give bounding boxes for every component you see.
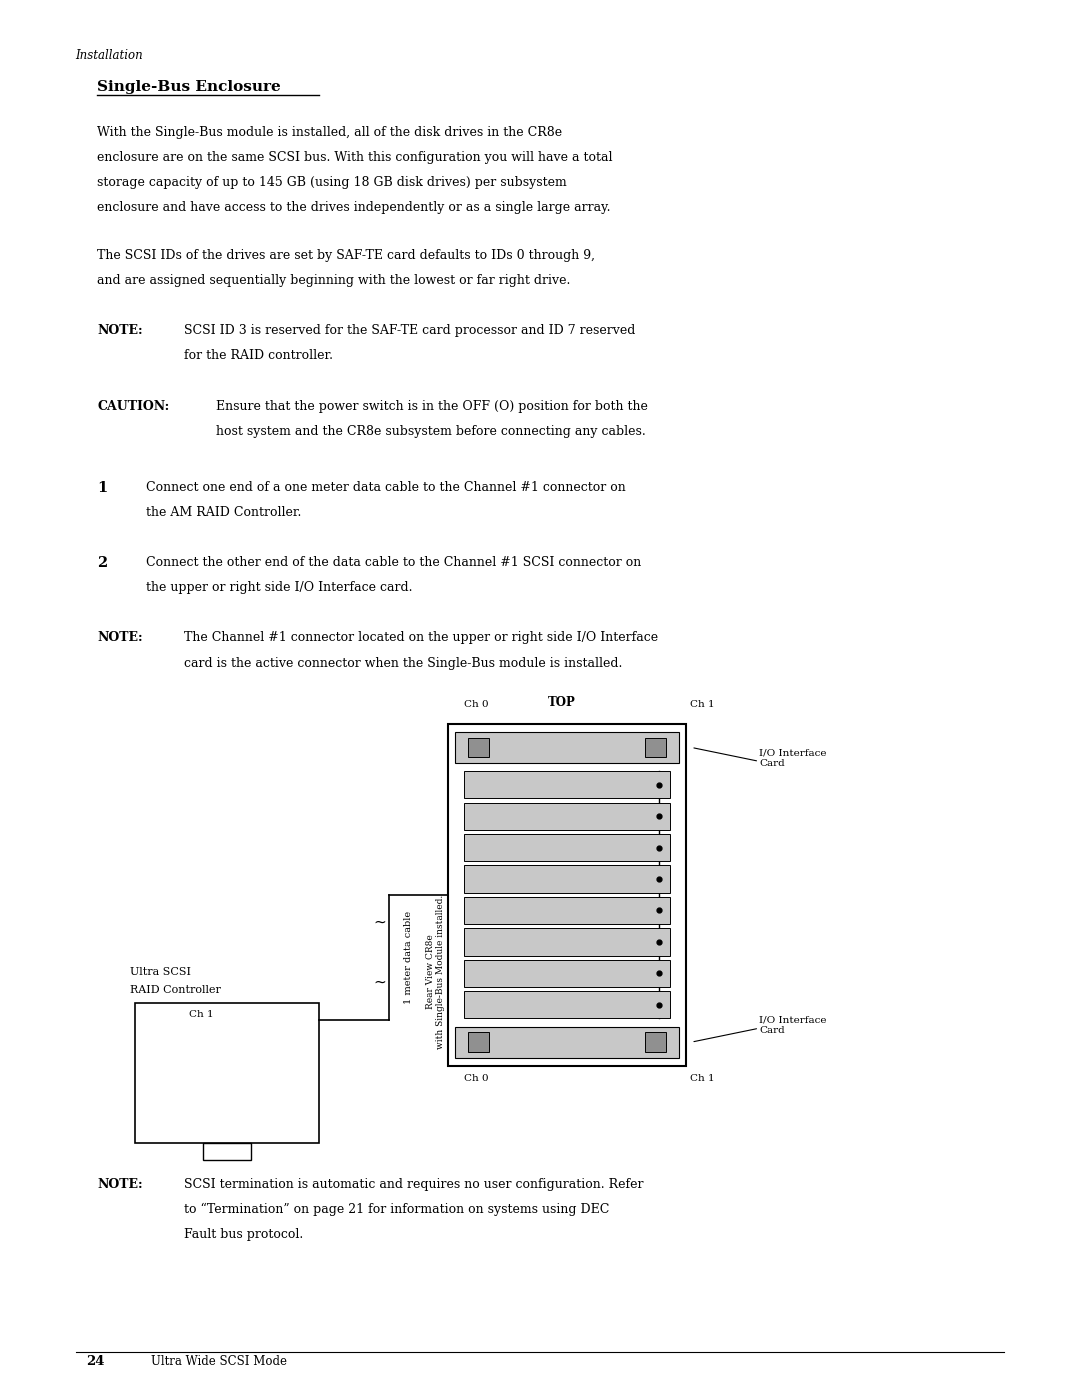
Text: Installation: Installation [76,49,144,61]
Text: Ensure that the power switch is in the OFF (O) position for both the: Ensure that the power switch is in the O… [216,400,648,412]
Polygon shape [464,960,670,988]
Text: Connect the other end of the data cable to the Channel #1 SCSI connector on: Connect the other end of the data cable … [146,556,642,569]
Text: Ultra SCSI: Ultra SCSI [130,967,190,977]
Text: for the RAID controller.: for the RAID controller. [184,349,333,362]
Text: Ch 0: Ch 0 [464,1074,489,1083]
Text: storage capacity of up to 145 GB (using 18 GB disk drives) per subsystem: storage capacity of up to 145 GB (using … [97,176,567,189]
Text: SCSI ID 3 is reserved for the SAF-TE card processor and ID 7 reserved: SCSI ID 3 is reserved for the SAF-TE car… [184,324,635,337]
Text: Ch 1: Ch 1 [189,1010,214,1018]
Text: host system and the CR8e subsystem before connecting any cables.: host system and the CR8e subsystem befor… [216,425,646,437]
Text: 1 meter data cable: 1 meter data cable [404,911,413,1004]
Text: the upper or right side I/O Interface card.: the upper or right side I/O Interface ca… [146,581,413,594]
Text: ~: ~ [374,975,387,990]
Text: enclosure are on the same SCSI bus. With this configuration you will have a tota: enclosure are on the same SCSI bus. With… [97,151,612,163]
Text: ~: ~ [374,915,387,930]
Text: the AM RAID Controller.: the AM RAID Controller. [146,506,301,518]
Text: Ch 1: Ch 1 [690,700,715,708]
Text: Rear View CR8e
with Single-Bus Module installed.: Rear View CR8e with Single-Bus Module in… [426,895,445,1049]
Text: RAID Controller: RAID Controller [130,985,220,995]
Text: I/O Interface
Card: I/O Interface Card [759,749,827,768]
Text: NOTE:: NOTE: [97,1178,143,1190]
Text: Single-Bus Enclosure: Single-Bus Enclosure [97,80,281,94]
Text: The Channel #1 connector located on the upper or right side I/O Interface: The Channel #1 connector located on the … [184,631,658,644]
Polygon shape [464,834,670,862]
Polygon shape [455,732,679,763]
Text: I/O Interface
Card: I/O Interface Card [759,1016,827,1035]
Text: card is the active connector when the Single-Bus module is installed.: card is the active connector when the Si… [184,657,622,669]
Polygon shape [468,738,489,757]
Text: and are assigned sequentially beginning with the lowest or far right drive.: and are assigned sequentially beginning … [97,274,570,286]
Polygon shape [464,866,670,893]
Polygon shape [464,992,670,1018]
Text: to “Termination” on page 21 for information on systems using DEC: to “Termination” on page 21 for informat… [184,1203,609,1215]
Text: 24: 24 [86,1355,105,1368]
Polygon shape [464,897,670,925]
Text: The SCSI IDs of the drives are set by SAF-TE card defaults to IDs 0 through 9,: The SCSI IDs of the drives are set by SA… [97,249,595,261]
Polygon shape [464,771,670,799]
Text: CAUTION:: CAUTION: [97,400,170,412]
Text: enclosure and have access to the drives independently or as a single large array: enclosure and have access to the drives … [97,201,610,214]
Text: Connect one end of a one meter data cable to the Channel #1 connector on: Connect one end of a one meter data cabl… [146,481,625,493]
Text: NOTE:: NOTE: [97,631,143,644]
Text: Ultra Wide SCSI Mode: Ultra Wide SCSI Mode [151,1355,287,1368]
Polygon shape [645,1032,666,1052]
Polygon shape [464,803,670,830]
Text: Fault bus protocol.: Fault bus protocol. [184,1228,302,1241]
Text: Ch 1: Ch 1 [690,1074,715,1083]
Polygon shape [645,738,666,757]
Polygon shape [464,929,670,956]
Text: NOTE:: NOTE: [97,324,143,337]
Polygon shape [468,1032,489,1052]
Text: 2: 2 [97,556,107,570]
Text: 1: 1 [97,481,107,495]
Text: SCSI termination is automatic and requires no user configuration. Refer: SCSI termination is automatic and requir… [184,1178,643,1190]
Text: TOP: TOP [548,696,576,708]
Polygon shape [455,1027,679,1058]
Text: Ch 0: Ch 0 [464,700,489,708]
Text: With the Single-Bus module is installed, all of the disk drives in the CR8e: With the Single-Bus module is installed,… [97,126,563,138]
